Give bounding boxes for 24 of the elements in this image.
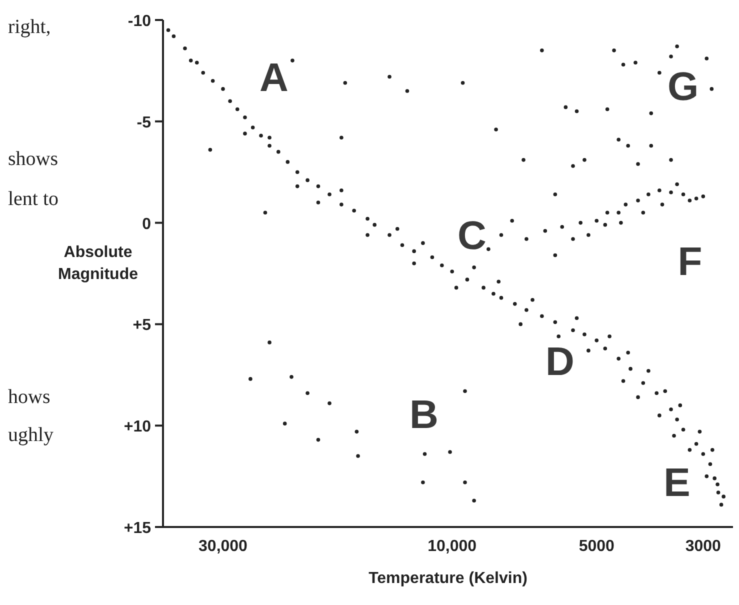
text: lent to bbox=[8, 188, 59, 211]
text: ughly bbox=[8, 424, 54, 447]
annotation: A bbox=[258, 55, 290, 102]
y-tick-label: +15 bbox=[124, 520, 152, 537]
annotation: D bbox=[544, 339, 576, 386]
x-axis-title: Temperature (Kelvin) bbox=[368, 570, 528, 587]
text: hows bbox=[8, 386, 50, 409]
text: right, bbox=[8, 16, 51, 39]
y-tick-label: +10 bbox=[124, 418, 152, 436]
x-tick-label: 5000 bbox=[578, 538, 615, 555]
annotation: E bbox=[662, 460, 692, 507]
y-tick-label: -10 bbox=[128, 13, 152, 30]
y-tick-label: -5 bbox=[136, 114, 152, 132]
y-axis-title: Absolute Magnitude bbox=[57, 243, 139, 285]
x-tick-label: 3000 bbox=[685, 538, 722, 555]
annotation: C bbox=[456, 213, 488, 260]
y-tick-label: +5 bbox=[132, 317, 152, 334]
annotation: F bbox=[676, 239, 704, 286]
text: shows bbox=[8, 148, 58, 171]
x-tick-label: 30,000 bbox=[198, 538, 248, 555]
annotation: G bbox=[666, 64, 700, 111]
annotation: B bbox=[408, 392, 440, 439]
y-tick-label: 0 bbox=[142, 216, 152, 233]
x-tick-label: 10,000 bbox=[428, 538, 477, 555]
